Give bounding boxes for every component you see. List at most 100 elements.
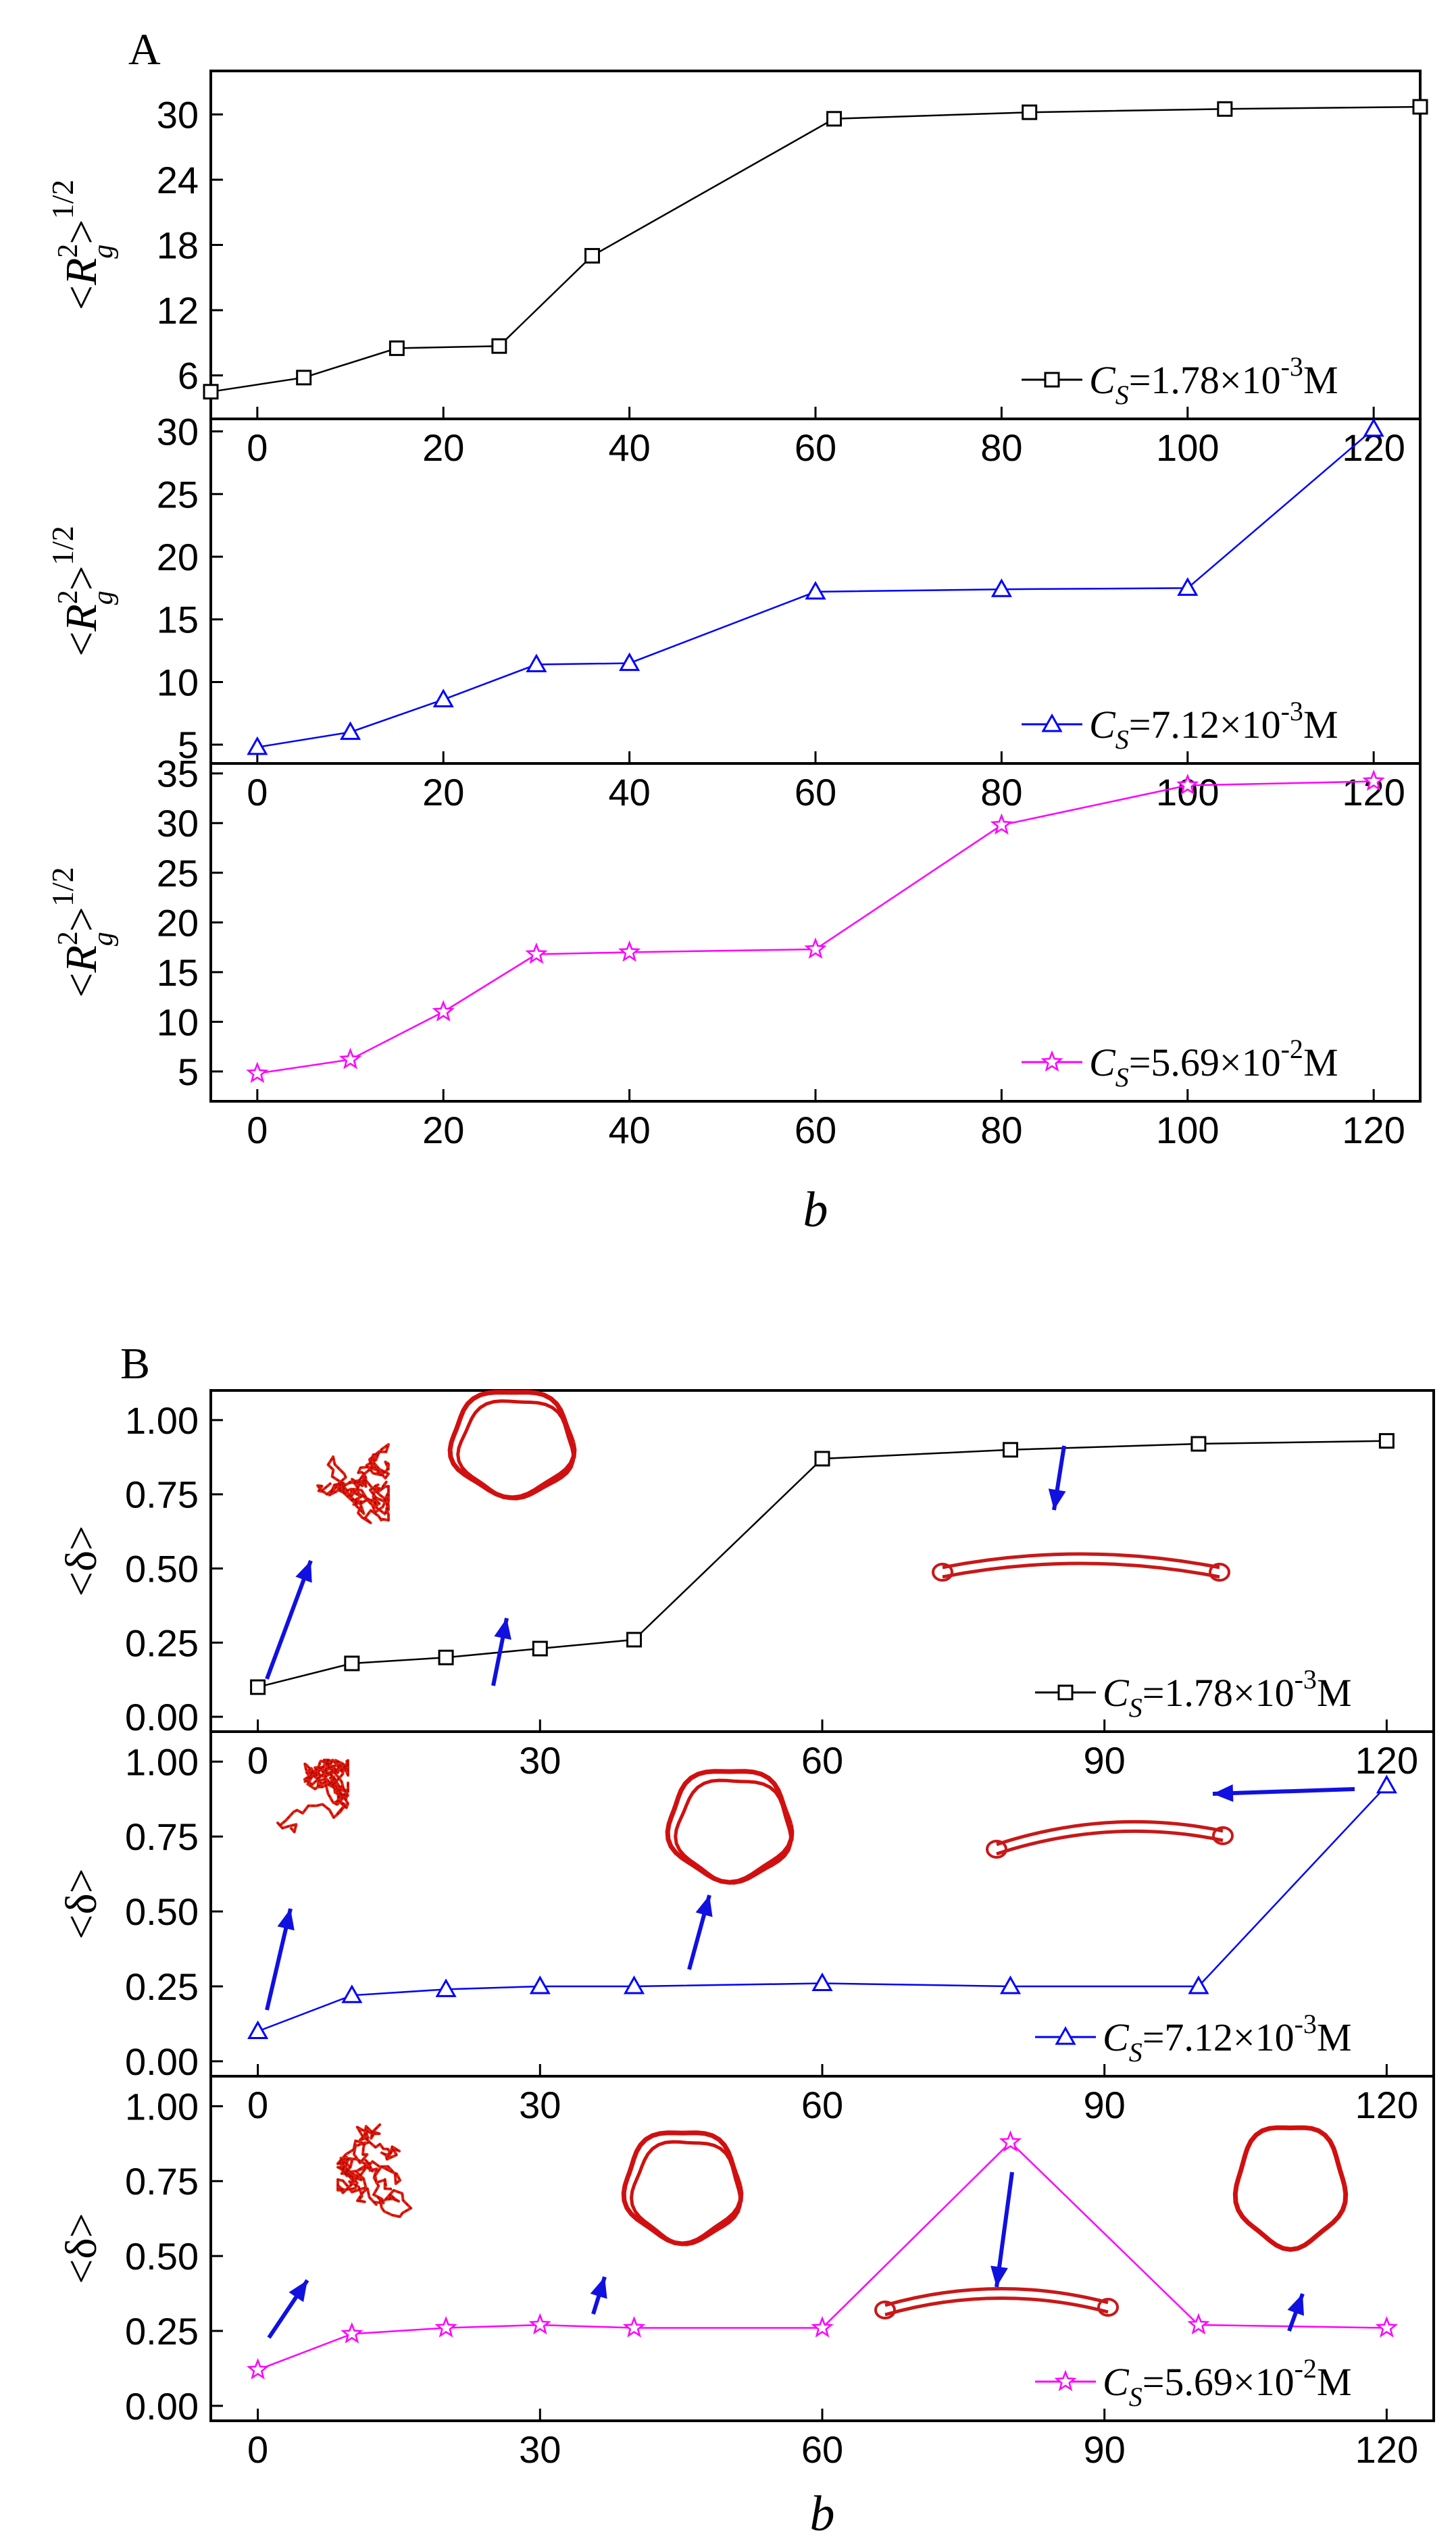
y-tick-label: 24: [157, 159, 199, 201]
x-tick-label: 60: [795, 426, 836, 469]
legend-unit: M: [1317, 2015, 1352, 2059]
arrow-head: [1213, 1784, 1234, 1802]
legend-exp: -3: [1295, 1664, 1317, 1694]
ring-strand: [1232, 2125, 1349, 2253]
y-tick-label: 15: [157, 599, 199, 641]
legend-value: =7.12×10: [1129, 703, 1281, 747]
y-tick-label: 10: [157, 1001, 199, 1043]
legend-label: CS=1.78×10-3M: [1089, 351, 1338, 410]
ylabel-open: <: [57, 973, 106, 998]
y-tick-label: 30: [157, 802, 199, 845]
arrow-head: [990, 2265, 1008, 2287]
y-axis-label-text: <R2 g>1/2: [45, 867, 119, 998]
legend-sub: S: [1115, 724, 1129, 755]
arrow-head: [695, 1895, 713, 1917]
x-tick-label: 80: [980, 771, 1022, 813]
arrow-shaft: [1212, 1787, 1355, 1796]
ring-strand: [674, 1778, 793, 1885]
y-tick-label: 25: [157, 473, 199, 516]
y-tick-label: 0.50: [125, 1547, 199, 1590]
data-point: [811, 1972, 833, 1992]
x-tick-label: 0: [247, 2428, 268, 2471]
data-point: [1217, 101, 1233, 117]
x-axis-label: b: [810, 2486, 835, 2537]
data-point: [1375, 2315, 1399, 2338]
ring-strand: [665, 1769, 795, 1885]
blue-arrow: [1287, 2292, 1305, 2332]
legend-marker: [1055, 2026, 1076, 2045]
data-point: [532, 1640, 548, 1657]
rod-strand: [996, 1829, 1224, 1856]
y-tick-label: 0.25: [125, 1965, 199, 2008]
data-point: [990, 813, 1013, 835]
legend: CS=1.78×10-3M: [1035, 1664, 1352, 1723]
data-point: [1412, 99, 1428, 115]
toroid-ring-picture: [1232, 2125, 1349, 2253]
y-tick-label: 18: [157, 224, 199, 267]
legend-unit: M: [1317, 2360, 1352, 2404]
x-tick-label: 0: [247, 771, 268, 813]
y-tick-label: 0.00: [125, 1696, 199, 1738]
legend-value: =5.69×10: [1129, 1040, 1281, 1084]
coil-beads: [336, 2124, 412, 2217]
rod-strand: [942, 1552, 1220, 1569]
ylabel-open: <: [57, 632, 106, 657]
legend-sub: S: [1115, 1062, 1129, 1092]
x-tick-label: 60: [795, 1109, 836, 1151]
rod-end: [1212, 1826, 1234, 1845]
legend-value: =1.78×10: [1143, 1671, 1295, 1715]
legend-symbol: C: [1103, 2360, 1130, 2404]
data-point: [388, 340, 405, 356]
rod-end: [874, 2301, 896, 2319]
ylabel-open: <: [57, 285, 106, 310]
legend-exp: -2: [1295, 2353, 1317, 2384]
rod-strand: [884, 2286, 1109, 2307]
ylabel-r: R: [57, 945, 106, 973]
legend-value: =7.12×10: [1143, 2015, 1295, 2059]
y-tick-label: 35: [157, 753, 199, 795]
ring-strand: [447, 1390, 577, 1501]
y-tick-label: 1.00: [125, 1740, 199, 1783]
blue-arrow: [267, 2279, 309, 2339]
x-tick-label: 120: [1355, 2428, 1418, 2471]
legend-symbol: C: [1089, 1040, 1116, 1084]
arrow-head: [295, 1561, 312, 1583]
x-tick-label: 60: [801, 1739, 843, 1782]
rod-picture: [932, 1552, 1230, 1582]
data-point: [246, 1061, 269, 1083]
rod-strand: [996, 1819, 1224, 1847]
data-point: [1362, 770, 1385, 791]
blue-arrow: [265, 1908, 295, 2011]
annotation-arrows: [265, 1445, 1355, 2339]
legend-sub: S: [1115, 380, 1129, 410]
legend-sub: S: [1129, 1692, 1143, 1723]
data-point: [826, 111, 843, 127]
x-tick-label: 30: [519, 1739, 561, 1782]
legend-exp: -3: [1281, 696, 1303, 726]
ylabel-close: >: [57, 219, 106, 244]
ylabel-sub: g: [88, 932, 119, 946]
x-tick-label: 20: [422, 1109, 464, 1151]
data-point: [432, 688, 454, 707]
y-axis-label-text: <R2 g>1/2: [45, 180, 119, 311]
data-point: [804, 937, 827, 959]
y-tick-label: 1.00: [125, 1399, 199, 1442]
rod-strand: [884, 2296, 1109, 2317]
legend-label: CS=1.78×10-3M: [1103, 1664, 1352, 1723]
data-point: [250, 1679, 266, 1695]
ring-strand: [621, 2130, 744, 2246]
x-tick-label: 90: [1084, 1739, 1126, 1782]
ylabel-close: >: [57, 566, 106, 591]
legend-unit: M: [1303, 358, 1338, 402]
ylabel-exp: 1/2: [45, 180, 80, 220]
data-point: [247, 736, 268, 755]
legend-label: CS=5.69×10-2M: [1103, 2353, 1352, 2412]
blue-arrow: [1212, 1784, 1355, 1802]
y-axis-label: <δ>: [57, 2213, 106, 2284]
y-axis-label: <δ>: [57, 1868, 106, 1940]
arrow-head: [494, 1618, 511, 1640]
y-tick-label: 6: [178, 355, 199, 397]
x-tick-label: 60: [801, 2084, 843, 2126]
data-point: [584, 248, 601, 264]
